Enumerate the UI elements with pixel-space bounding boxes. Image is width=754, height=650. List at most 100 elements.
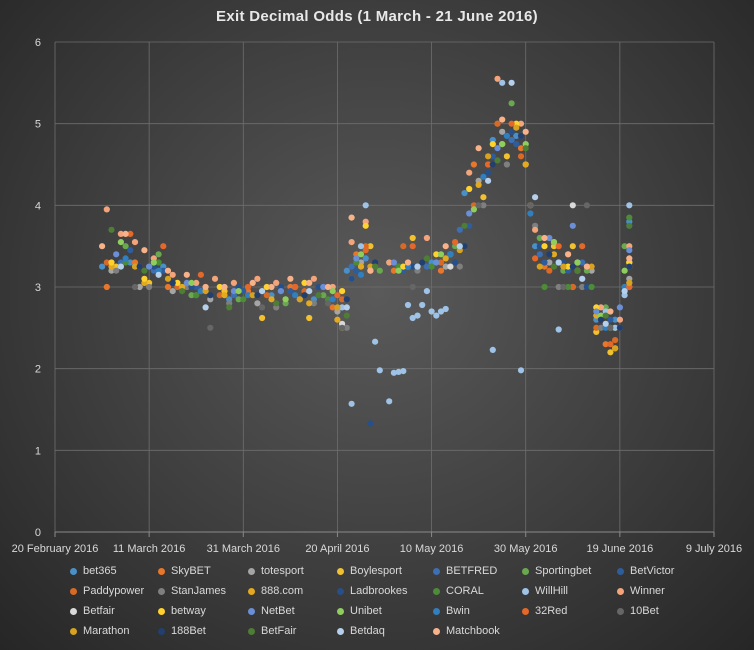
data-point bbox=[447, 251, 454, 258]
data-point bbox=[555, 283, 562, 291]
data-point bbox=[607, 341, 614, 348]
series-betdaq bbox=[117, 79, 628, 327]
legend-marker-icon bbox=[70, 627, 77, 635]
data-point bbox=[339, 296, 346, 303]
legend-item: 32Red bbox=[522, 603, 617, 619]
data-point bbox=[357, 243, 365, 250]
data-point bbox=[259, 304, 266, 311]
data-point bbox=[244, 283, 252, 291]
data-point bbox=[131, 239, 139, 246]
data-point bbox=[169, 271, 176, 278]
data-point bbox=[169, 288, 176, 295]
data-point bbox=[536, 263, 543, 270]
data-point bbox=[423, 255, 430, 262]
series-32red bbox=[127, 120, 633, 348]
data-point bbox=[362, 255, 369, 262]
legend-label: 188Bet bbox=[171, 625, 206, 637]
series-matchbook bbox=[99, 116, 633, 315]
data-point bbox=[226, 304, 233, 311]
data-point bbox=[409, 283, 416, 291]
data-point bbox=[442, 263, 449, 270]
data-point bbox=[324, 283, 332, 291]
data-point bbox=[155, 271, 162, 278]
data-point bbox=[612, 345, 619, 352]
legend-label: CORAL bbox=[446, 585, 484, 597]
data-point bbox=[409, 314, 416, 322]
data-point bbox=[513, 124, 520, 131]
data-point bbox=[489, 153, 496, 160]
data-point bbox=[188, 279, 195, 286]
data-point bbox=[103, 283, 110, 291]
data-point bbox=[461, 243, 468, 250]
data-point bbox=[442, 243, 449, 250]
legend-label: SkyBET bbox=[171, 565, 211, 577]
data-point bbox=[621, 267, 628, 274]
data-point bbox=[419, 301, 426, 309]
data-point bbox=[221, 283, 228, 291]
data-point bbox=[376, 367, 383, 374]
data-point bbox=[216, 292, 223, 299]
data-point bbox=[550, 251, 558, 258]
legend-item: BetVictor bbox=[617, 563, 697, 579]
data-point bbox=[306, 300, 313, 307]
data-point bbox=[329, 288, 336, 295]
data-point bbox=[183, 279, 190, 286]
legend-item: BETFRED bbox=[433, 563, 522, 579]
data-point bbox=[329, 304, 336, 311]
series-paddypower bbox=[103, 120, 633, 344]
y-tick-label: 4 bbox=[35, 200, 41, 212]
data-point bbox=[602, 320, 609, 327]
series-totesport bbox=[108, 128, 633, 331]
data-point bbox=[546, 234, 553, 242]
data-point bbox=[489, 141, 496, 148]
data-point bbox=[315, 292, 322, 299]
data-point bbox=[230, 279, 237, 286]
data-point bbox=[122, 230, 129, 237]
data-point bbox=[616, 324, 624, 331]
legend-marker-icon bbox=[248, 627, 255, 635]
data-point bbox=[470, 161, 477, 168]
data-point bbox=[574, 259, 581, 266]
data-point bbox=[117, 239, 124, 246]
data-point bbox=[287, 275, 294, 282]
legend-item: CORAL bbox=[433, 583, 522, 599]
data-point bbox=[273, 300, 280, 307]
y-tick-labels: 0 1 2 3 4 5 6 bbox=[35, 37, 41, 539]
series-betway bbox=[108, 120, 633, 352]
data-point bbox=[597, 316, 605, 323]
y-tick-label: 3 bbox=[35, 282, 41, 294]
legend-label: BETFRED bbox=[446, 565, 498, 577]
data-point bbox=[202, 283, 209, 291]
data-point bbox=[437, 267, 445, 274]
data-point bbox=[202, 304, 209, 311]
data-point bbox=[164, 283, 172, 291]
legend-marker-icon bbox=[617, 567, 624, 575]
data-point bbox=[456, 226, 463, 233]
data-point bbox=[513, 141, 520, 148]
data-point bbox=[607, 324, 614, 331]
data-point bbox=[221, 292, 228, 299]
data-point bbox=[390, 369, 397, 376]
data-point bbox=[480, 194, 487, 201]
data-point bbox=[574, 267, 581, 274]
data-point bbox=[593, 324, 600, 331]
legend-marker-icon bbox=[433, 587, 440, 595]
x-tick-label: 9 July 2016 bbox=[686, 543, 742, 555]
data-point bbox=[522, 145, 529, 152]
data-point bbox=[395, 267, 402, 274]
data-point bbox=[602, 312, 609, 319]
data-point bbox=[461, 222, 468, 229]
legend-marker-icon bbox=[70, 607, 77, 615]
data-point bbox=[607, 349, 614, 356]
data-point bbox=[174, 279, 181, 286]
data-point bbox=[334, 316, 341, 323]
data-point bbox=[517, 145, 525, 152]
legend-label: Paddypower bbox=[83, 585, 145, 597]
data-point bbox=[579, 283, 586, 291]
data-point bbox=[541, 259, 548, 266]
data-point bbox=[324, 300, 332, 307]
data-point bbox=[532, 194, 539, 201]
data-point bbox=[555, 259, 562, 266]
data-point bbox=[306, 279, 313, 286]
data-point bbox=[466, 169, 473, 176]
